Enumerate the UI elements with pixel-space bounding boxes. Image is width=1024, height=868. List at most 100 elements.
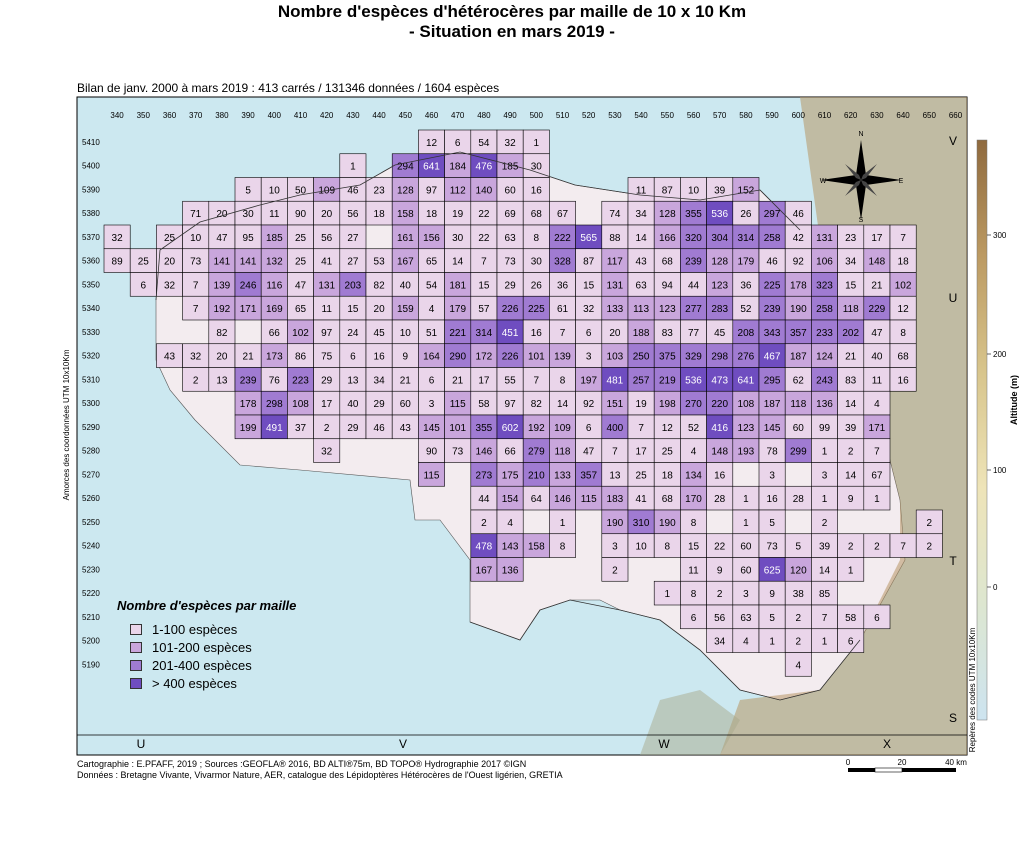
grid-cell-count: 187 — [790, 352, 807, 363]
grid-cell-count: 68 — [662, 257, 674, 268]
x-coord-label: 530 — [608, 111, 622, 120]
grid-cell: 124 — [811, 343, 838, 368]
grid-cell-count: 82 — [531, 399, 543, 410]
grid-cell: 136 — [496, 557, 524, 582]
grid-cell-count: 198 — [659, 399, 676, 410]
grid-cell-count: 171 — [240, 304, 257, 315]
x-coord-label: 640 — [896, 111, 910, 120]
grid-cell: 29 — [339, 414, 367, 440]
grid-cell: 7 — [889, 224, 917, 250]
grid-cell: 190 — [601, 509, 629, 535]
grid-cell-count: 8 — [665, 542, 671, 553]
grid-cell: 565 — [575, 224, 603, 250]
grid-cell: 156 — [418, 224, 445, 250]
grid-cell-count: 16 — [531, 328, 543, 339]
grid-cell-count: 136 — [816, 399, 833, 410]
grid-cell-count: 151 — [607, 399, 624, 410]
grid-cell-count: 4 — [874, 399, 880, 410]
elevation-tick-label: 0 — [993, 583, 998, 592]
grid-cell-count: 20 — [216, 352, 228, 363]
grid-cell-count: 61 — [557, 304, 569, 315]
grid-cell-count: 145 — [423, 423, 440, 434]
grid-cell-count: 46 — [374, 423, 386, 434]
grid-cell-count: 536 — [711, 209, 728, 220]
grid-cell-count: 4 — [743, 637, 749, 648]
grid-cell: 64 — [522, 485, 550, 511]
grid-cell-count: 20 — [216, 209, 228, 220]
grid-cell-count: 2 — [324, 423, 330, 434]
compass-rose: N S W E — [820, 131, 904, 224]
grid-cell: 140 — [470, 177, 498, 202]
grid-cell: 23 — [365, 177, 393, 202]
grid-cell-count: 187 — [764, 399, 781, 410]
grid-cell: 55 — [496, 367, 524, 392]
right-zone-letter: U — [949, 291, 958, 305]
grid-cell-count: 15 — [583, 280, 595, 291]
grid-cell-count: 64 — [531, 494, 543, 505]
grid-cell: 40 — [863, 343, 891, 368]
grid-cell-count: 18 — [426, 209, 438, 220]
grid-cell-count: 355 — [476, 423, 493, 434]
grid-cell-count: 131 — [607, 280, 624, 291]
grid-cell-count: 641 — [423, 162, 440, 173]
grid-cell-count: 21 — [452, 375, 464, 386]
grid-cell-count: 74 — [609, 209, 621, 220]
grid-cell-count: 108 — [738, 399, 755, 410]
grid-cell: 154 — [496, 485, 524, 511]
grid-cell-count: 25 — [164, 233, 176, 244]
grid-cell: 25 — [653, 438, 681, 463]
grid-cell: 40 — [391, 272, 419, 297]
grid-cell: 123 — [706, 272, 734, 297]
grid-cell: 115 — [444, 390, 472, 416]
grid-cell: 25 — [287, 248, 314, 273]
grid-cell: 102 — [287, 319, 314, 345]
grid-cell-count: 141 — [214, 257, 231, 268]
grid-cell-count: 16 — [531, 185, 543, 196]
grid-cell: 32 — [496, 129, 524, 155]
grid-cell-count: 4 — [796, 660, 802, 671]
grid-cell-count: 15 — [845, 280, 857, 291]
grid-cell-count: 43 — [164, 352, 176, 363]
grid-cell-count: 51 — [426, 328, 438, 339]
grid-cell-count: 11 — [269, 209, 280, 220]
grid-cell: 5 — [234, 177, 262, 202]
grid-cell-count: 143 — [502, 542, 519, 553]
grid-cell: 1 — [811, 485, 838, 511]
grid-cell-count: 34 — [714, 637, 726, 648]
grid-cell-count: 113 — [633, 304, 649, 315]
grid-cell-count: 8 — [534, 233, 540, 244]
grid-cell: 3 — [732, 580, 760, 606]
grid-cell: 68 — [653, 248, 681, 273]
grid-cell: 133 — [601, 295, 629, 321]
grid-cell: 181 — [444, 272, 472, 297]
grid-cell-count: 283 — [711, 304, 728, 315]
grid-cell: 343 — [758, 319, 786, 345]
grid-cell: 169 — [260, 295, 288, 321]
grid-cell: 159 — [391, 295, 419, 321]
grid-cell-count: 181 — [449, 280, 466, 291]
grid-cell-count: 22 — [714, 542, 726, 553]
grid-cell: 47 — [863, 319, 891, 345]
grid-cell-count: 145 — [764, 423, 781, 434]
grid-cell-count: 34 — [845, 257, 857, 268]
grid-cell: 29 — [313, 367, 341, 392]
grid-cell-count: 7 — [193, 280, 199, 291]
grid-cell: 3 — [575, 343, 603, 368]
grid-cell: 246 — [234, 272, 262, 297]
grid-cell: 1 — [732, 485, 760, 511]
grid-cell: 10 — [182, 224, 210, 250]
grid-cell-count: 25 — [295, 257, 307, 268]
grid-cell-count: 45 — [374, 328, 386, 339]
grid-cell-count: 295 — [764, 375, 781, 386]
grid-cell: 1 — [811, 438, 838, 463]
grid-cell-count: 258 — [816, 304, 833, 315]
grid-cell-count: 63 — [740, 613, 752, 624]
grid-cell-count: 53 — [374, 257, 386, 268]
grid-cell: 190 — [784, 295, 812, 321]
grid-cell: 38 — [784, 580, 812, 606]
grid-cell: 15 — [339, 295, 367, 321]
grid-cell-count: 97 — [505, 399, 517, 410]
grid-cell-count: 1 — [822, 447, 828, 458]
legend-title: Nombre d'espèces par maille — [117, 598, 297, 613]
grid-cell: 7 — [627, 414, 655, 440]
